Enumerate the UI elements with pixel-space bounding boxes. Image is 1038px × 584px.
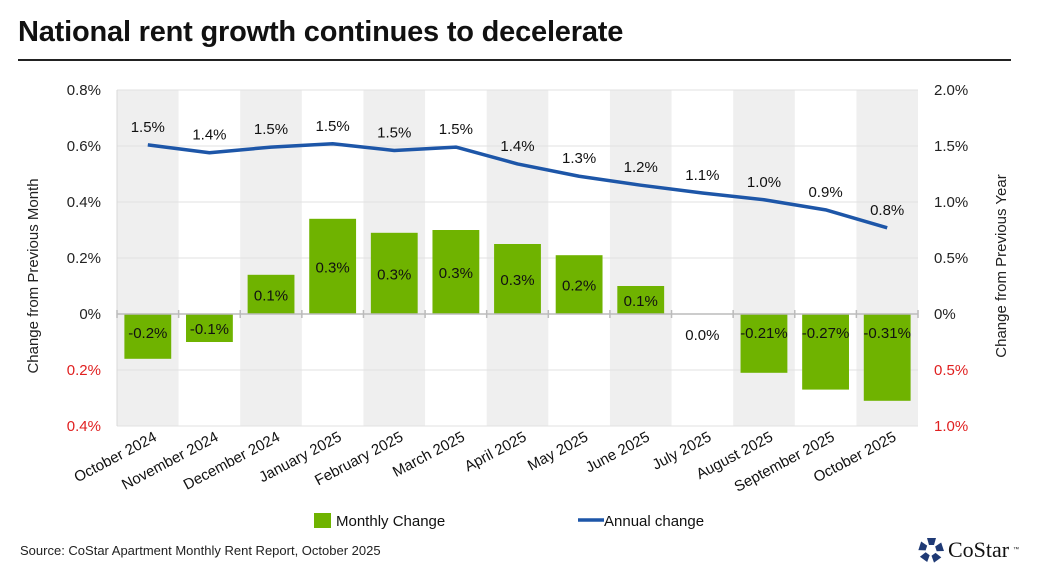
bar-data-label: 0.1%: [254, 287, 288, 304]
bar-data-label: 0.3%: [439, 265, 473, 282]
bar-monthly-change: [617, 286, 665, 314]
line-data-label: 1.3%: [562, 150, 596, 167]
bar-data-label: 0.3%: [316, 259, 350, 276]
y-tick-label: 0.8%: [67, 82, 101, 99]
bar-monthly-change: [863, 314, 911, 401]
logo-tm: ™: [1013, 547, 1020, 553]
y-tick-label: 0%: [79, 306, 101, 323]
bar-monthly-change: [124, 314, 172, 359]
costar-logo: CoStar ™: [918, 537, 1019, 563]
bar-monthly-change: [186, 314, 233, 342]
bar-monthly-change: [432, 230, 480, 314]
bar-data-label: 0.1%: [624, 293, 658, 310]
logo-text: CoStar: [948, 537, 1010, 562]
bar-data-label: 0.2%: [562, 278, 596, 295]
bar-data-label: 0.0%: [685, 327, 719, 344]
line-data-label: 1.4%: [500, 138, 534, 155]
chart-title: National rent growth continues to decele…: [18, 16, 624, 48]
line-data-label: 1.5%: [316, 118, 350, 135]
y-tick-label: 0.2%: [67, 362, 101, 379]
bar-monthly-change: [494, 244, 541, 314]
x-tick-label: April 2025: [462, 429, 530, 476]
y-axis-title: Change from Previous Month: [25, 178, 42, 373]
y2-tick-label: 2.0%: [934, 82, 968, 99]
y2-tick-label: 0.5%: [934, 250, 968, 267]
legend-label-annual-change: Annual change: [604, 513, 704, 530]
bar-monthly-change: [740, 314, 788, 373]
y2-tick-label: 0.5%: [934, 362, 968, 379]
line-data-label: 0.9%: [808, 184, 842, 201]
line-data-label: 0.8%: [870, 202, 904, 219]
bar-data-label: -0.27%: [802, 325, 850, 342]
bar-data-label: 0.3%: [377, 266, 411, 283]
legend-swatch-monthly-change: [314, 513, 331, 528]
line-data-label: 1.2%: [624, 159, 658, 176]
bar-monthly-change: [555, 255, 603, 314]
y-tick-label: 0.2%: [67, 250, 101, 267]
x-tick-label: May 2025: [525, 429, 591, 475]
y-tick-label: 0.4%: [67, 194, 101, 211]
y-tick-label: 0.6%: [67, 138, 101, 155]
title-divider: [18, 59, 1011, 61]
line-data-label: 1.5%: [439, 121, 473, 138]
bar-data-label: -0.1%: [190, 321, 229, 338]
line-data-label: 1.5%: [254, 121, 288, 138]
costar-star-icon: [918, 538, 944, 563]
legend-label-monthly-change: Monthly Change: [336, 513, 445, 530]
y2-tick-label: 1.0%: [934, 418, 968, 435]
y2-axis-title: Change from Previous Year: [993, 174, 1010, 357]
line-data-label: 1.5%: [131, 119, 165, 136]
bar-monthly-change: [247, 274, 295, 314]
bar-data-label: -0.21%: [740, 325, 788, 342]
bar-monthly-change: [370, 232, 418, 314]
line-data-label: 1.4%: [192, 127, 226, 144]
y2-tick-label: 1.0%: [934, 194, 968, 211]
line-data-label: 1.5%: [377, 124, 411, 141]
y-tick-label: 0.4%: [67, 418, 101, 435]
line-data-label: 1.0%: [747, 174, 781, 191]
bar-monthly-change: [309, 218, 357, 314]
bar-data-label: -0.31%: [863, 325, 911, 342]
x-tick-label: June 2025: [583, 429, 653, 477]
bar-data-label: -0.2%: [128, 325, 167, 342]
y2-tick-label: 1.5%: [934, 138, 968, 155]
bar-data-label: 0.3%: [500, 272, 534, 289]
y2-tick-label: 0%: [934, 306, 956, 323]
source-note: Source: CoStar Apartment Monthly Rent Re…: [20, 543, 381, 558]
line-data-label: 1.1%: [685, 167, 719, 184]
bar-monthly-change: [802, 314, 849, 390]
